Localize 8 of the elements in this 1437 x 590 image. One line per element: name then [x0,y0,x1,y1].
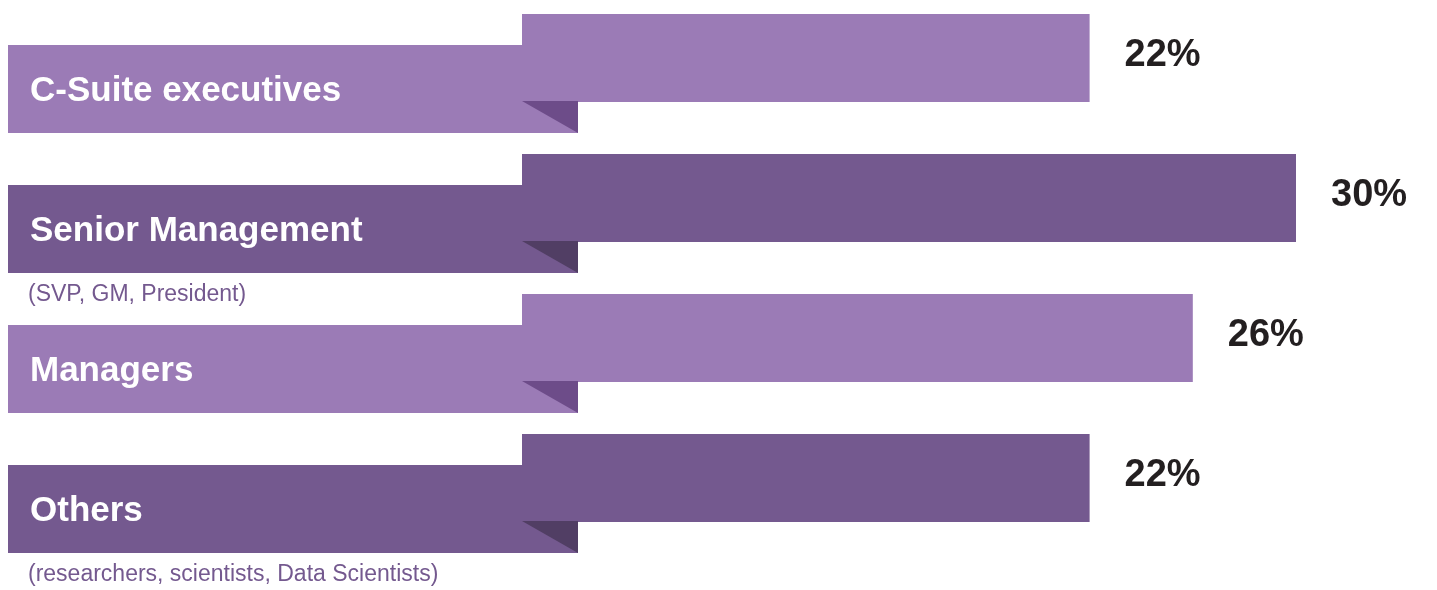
data-label: 22% [1124,32,1201,74]
y-tick-label: Senior Management (SVP, GM, President) [28,209,363,306]
data-label: 26% [1227,312,1304,354]
y-tick-label: Others (researchers, scientists, Data Scientists) [28,489,439,586]
y-tick-label: Managers [30,349,194,388]
data-label: 22% [1124,452,1201,494]
y-tick-label: C-Suite executives [30,69,342,108]
data-label: 30% [1331,172,1408,214]
